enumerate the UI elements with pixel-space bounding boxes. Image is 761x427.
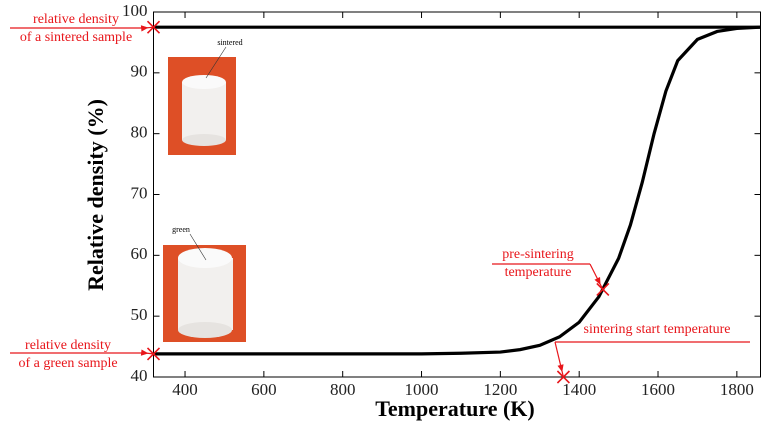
y-axis-label: Relative density (%) bbox=[83, 99, 108, 291]
y-tick-label: 80 bbox=[131, 123, 148, 142]
x-tick-label: 800 bbox=[330, 380, 356, 399]
chart: sintered green Temperature (K) Relative … bbox=[0, 0, 761, 427]
y-tick-label: 90 bbox=[131, 62, 148, 81]
annotation-text: relative density bbox=[25, 338, 111, 353]
photo-label: sintered bbox=[217, 38, 242, 47]
y-tick-label: 40 bbox=[131, 366, 148, 385]
x-tick-label: 1200 bbox=[483, 380, 517, 399]
x-tick-label: 600 bbox=[251, 380, 277, 399]
x-tick-label: 1400 bbox=[562, 380, 596, 399]
annotation-marker bbox=[597, 283, 609, 295]
annotation-text: pre-sintering bbox=[502, 247, 574, 262]
y-tick-label: 70 bbox=[131, 183, 148, 202]
photo-green bbox=[163, 234, 246, 342]
photo-sintered bbox=[168, 47, 236, 155]
annotation-text: of a sintered sample bbox=[20, 30, 132, 45]
x-tick-label: 1800 bbox=[720, 380, 754, 399]
annotation-text: of a green sample bbox=[18, 356, 117, 371]
photo-label: green bbox=[172, 225, 190, 234]
arrow-head bbox=[141, 350, 149, 356]
annotation-text: temperature bbox=[505, 265, 572, 280]
y-tick-label: 50 bbox=[131, 305, 148, 324]
x-tick-label: 1000 bbox=[405, 380, 439, 399]
x-tick-label: 1600 bbox=[641, 380, 675, 399]
y-tick-label: 60 bbox=[131, 244, 148, 263]
annotation-text: sintering start temperature bbox=[584, 322, 731, 337]
x-axis-label: Temperature (K) bbox=[375, 396, 534, 421]
x-tick-label: 400 bbox=[172, 380, 198, 399]
y-tick-label: 100 bbox=[122, 1, 148, 20]
annotation-arrow bbox=[590, 264, 603, 289]
annotation-text: relative density bbox=[33, 12, 119, 27]
